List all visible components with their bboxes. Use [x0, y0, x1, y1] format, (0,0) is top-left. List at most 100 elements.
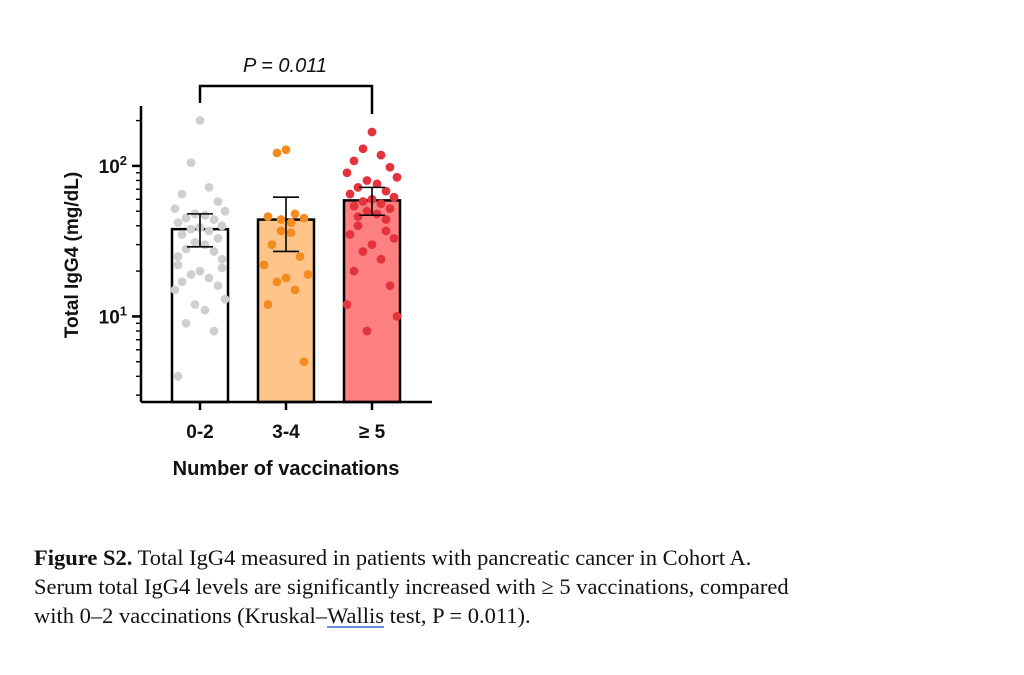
x-tick-label-ge5: ≥ 5: [359, 422, 386, 443]
data-point-0-2: [186, 270, 196, 279]
data-point-3-4: [299, 213, 309, 223]
data-point-0-2: [204, 182, 214, 192]
data-point-ge5: [376, 254, 386, 264]
data-point-ge5: [381, 215, 391, 224]
x-tick-label-0-2: 0-2: [186, 422, 213, 443]
data-point-3-4: [267, 240, 277, 249]
data-point-0-2: [195, 116, 205, 125]
data-point-ge5: [349, 266, 359, 276]
data-point-0-2: [173, 252, 183, 261]
significance-bracket: [198, 84, 374, 114]
axes-layer: 0-2 3-4 ≥ 5 101 102: [99, 106, 432, 443]
data-point-0-2: [177, 277, 187, 287]
significance-label: P = 0.011: [243, 55, 327, 77]
caption-line-1: Figure S2. Total IgG4 measured in patien…: [34, 543, 994, 572]
y-tick-label: 102: [99, 153, 127, 178]
data-point-ge5: [376, 150, 386, 160]
data-point-0-2: [200, 210, 210, 220]
caption-line-2: Serum total IgG4 levels are significantl…: [34, 574, 789, 599]
data-point-0-2: [217, 221, 227, 231]
data-point-0-2: [200, 240, 210, 249]
caption-line-3: with 0–2 vaccinations (Kruskal–Wallis te…: [34, 601, 994, 630]
data-point-ge5: [389, 233, 399, 243]
data-point-ge5: [381, 186, 391, 196]
data-point-3-4: [299, 357, 309, 367]
data-point-ge5: [362, 206, 372, 216]
data-point-3-4: [290, 209, 300, 219]
data-point-0-2: [220, 294, 230, 304]
significance-layer: [198, 84, 374, 114]
data-point-ge5: [349, 156, 359, 166]
data-point-0-2: [213, 197, 223, 206]
data-point-ge5: [362, 176, 372, 185]
figure-label: Figure S2.: [34, 545, 133, 570]
data-point-3-4: [290, 285, 300, 295]
data-point-ge5: [372, 179, 382, 189]
data-point-0-2: [195, 266, 205, 276]
data-point-3-4: [276, 226, 286, 236]
data-point-ge5: [345, 230, 355, 239]
data-point-0-2: [181, 318, 191, 328]
data-point-0-2: [186, 224, 196, 234]
data-point-3-4: [303, 270, 313, 279]
data-point-3-4: [286, 218, 296, 228]
data-point-0-2: [170, 285, 180, 295]
data-point-ge5: [353, 182, 363, 192]
data-point-3-4: [272, 148, 282, 158]
data-point-0-2: [190, 300, 200, 309]
data-point-ge5: [367, 240, 377, 249]
data-point-ge5: [353, 212, 363, 222]
data-point-ge5: [342, 168, 352, 178]
data-point-0-2: [217, 263, 227, 273]
data-point-ge5: [358, 247, 368, 256]
y-tick-label: 101: [99, 303, 127, 328]
data-point-3-4: [263, 212, 273, 222]
data-point-0-2: [190, 238, 200, 247]
data-point-0-2: [170, 204, 180, 214]
bar-chart: 0-2 3-4 ≥ 5 101 102 P = 0.011 Number of vacc…: [62, 55, 432, 480]
data-point-ge5: [372, 209, 382, 219]
data-point-3-4: [281, 145, 291, 155]
data-point-0-2: [209, 326, 219, 336]
data-point-3-4: [281, 273, 291, 283]
data-point-ge5: [349, 201, 359, 211]
data-point-ge5: [353, 221, 363, 231]
data-point-ge5: [362, 326, 372, 336]
data-point-0-2: [173, 218, 183, 228]
data-point-ge5: [381, 226, 391, 236]
data-point-0-2: [213, 281, 223, 291]
data-point-ge5: [345, 189, 355, 199]
spellcheck-underlined-word: Wallis: [327, 603, 384, 628]
data-point-ge5: [367, 127, 377, 137]
data-point-0-2: [200, 305, 210, 315]
data-point-ge5: [385, 204, 395, 214]
data-point-3-4: [295, 252, 305, 261]
data-point-0-2: [220, 206, 230, 216]
data-point-0-2: [181, 213, 191, 223]
figure-caption: Figure S2. Total IgG4 measured in patien…: [34, 543, 994, 630]
data-point-0-2: [209, 215, 219, 224]
data-point-ge5: [385, 281, 395, 291]
data-point-0-2: [177, 230, 187, 239]
data-point-ge5: [358, 144, 368, 154]
data-point-0-2: [213, 233, 223, 243]
data-point-0-2: [204, 273, 214, 283]
data-point-0-2: [173, 371, 183, 381]
caption-line-3-post: test, P = 0.011).: [384, 603, 531, 628]
x-axis-label: Number of vaccinations: [173, 458, 400, 480]
x-tick-label-3-4: 3-4: [272, 422, 300, 443]
data-point-0-2: [209, 247, 219, 256]
data-point-ge5: [385, 162, 395, 172]
data-point-3-4: [263, 300, 273, 309]
data-point-0-2: [217, 254, 227, 264]
data-point-3-4: [272, 277, 282, 287]
y-axis-label: Total IgG4 (mg/dL): [62, 172, 83, 338]
data-point-ge5: [392, 172, 402, 182]
data-point-ge5: [389, 192, 399, 202]
error-bars-layer: [187, 186, 385, 253]
data-point-3-4: [286, 228, 296, 238]
data-point-ge5: [342, 300, 352, 309]
data-point-0-2: [173, 260, 183, 270]
caption-line-1-text: Total IgG4 measured in patients with pan…: [132, 545, 752, 570]
data-point-ge5: [376, 199, 386, 209]
